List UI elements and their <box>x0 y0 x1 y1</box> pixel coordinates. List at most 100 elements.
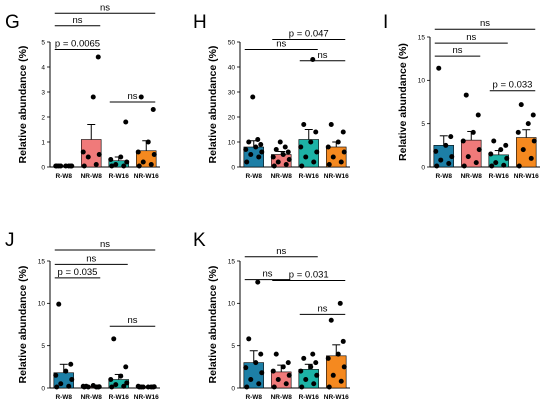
data-point <box>151 152 157 157</box>
x-tick-label: NR-W8 <box>271 394 293 401</box>
y-tick-label: 5 <box>41 343 45 350</box>
y-tick-label: 10 <box>38 301 46 308</box>
comparison-label: ns <box>86 253 96 264</box>
comparison-label: ns <box>480 18 490 29</box>
y-tick-label: 5 <box>41 39 45 46</box>
data-point <box>283 162 289 167</box>
y-tick-label: 15 <box>228 258 236 265</box>
x-tick-label: NR-W8 <box>271 173 293 180</box>
data-point <box>310 351 316 357</box>
data-point <box>81 163 87 169</box>
data-point <box>83 383 89 389</box>
x-tick-label: R-W16 <box>489 173 510 180</box>
x-tick-label: R-W8 <box>245 173 262 180</box>
data-point <box>298 144 304 150</box>
data-point <box>53 372 59 378</box>
data-point <box>56 163 62 169</box>
data-point <box>259 370 265 376</box>
data-point <box>335 351 341 357</box>
data-point <box>246 139 252 145</box>
comparison-label: ns <box>276 39 286 50</box>
comparison-label: ns <box>127 315 137 326</box>
data-point <box>328 317 334 323</box>
data-point <box>301 355 307 361</box>
data-point <box>275 159 281 165</box>
data-point <box>246 336 252 342</box>
comparison-label: ns <box>127 91 137 102</box>
data-point <box>301 122 307 127</box>
y-tick-label: 10 <box>228 139 236 146</box>
data-point <box>446 161 452 167</box>
y-tick-label: 50 <box>228 39 236 46</box>
data-point <box>248 377 254 383</box>
data-point <box>280 152 286 157</box>
data-point <box>273 351 279 357</box>
x-tick-label: R-W8 <box>435 173 452 180</box>
data-point <box>124 159 130 165</box>
data-point <box>337 300 343 306</box>
data-point <box>285 149 291 155</box>
comparison-label: ns <box>466 32 476 43</box>
y-axis-label: Relative abundance (%) <box>17 46 29 164</box>
data-point <box>150 384 156 390</box>
y-tick-label: 1 <box>41 139 45 146</box>
data-point <box>338 378 344 384</box>
x-tick-label: NR-W8 <box>81 394 103 401</box>
data-point <box>255 137 261 142</box>
panel-letter: H <box>193 12 207 33</box>
data-point <box>256 381 262 387</box>
y-axis-label: Relative abundance (%) <box>207 266 219 384</box>
data-point <box>277 139 283 145</box>
data-point <box>330 372 336 378</box>
data-point <box>140 159 146 165</box>
data-point <box>488 151 494 157</box>
x-tick-label: R-W16 <box>109 173 130 180</box>
data-point <box>448 134 454 140</box>
data-point <box>515 129 521 135</box>
y-tick-label: 30 <box>228 89 236 96</box>
data-point <box>531 138 537 144</box>
data-point <box>335 139 341 145</box>
data-point <box>465 154 471 160</box>
data-point <box>328 122 334 127</box>
data-point <box>63 368 69 374</box>
x-tick-label: R-W16 <box>299 394 320 401</box>
data-point <box>314 372 320 378</box>
data-point <box>145 384 151 390</box>
data-point <box>68 163 74 169</box>
data-point <box>491 138 497 144</box>
panel-h: H Relative abundance (%) 0 10 20 30 40 50 R-W8 NR… <box>193 12 350 180</box>
data-point <box>66 383 72 389</box>
y-tick-label: 0 <box>41 164 45 171</box>
data-point <box>68 361 74 367</box>
data-point <box>258 142 264 147</box>
data-point <box>498 147 504 153</box>
data-point <box>138 384 144 390</box>
x-tick-label: R-W16 <box>109 394 130 401</box>
x-tick-label: NR-W16 <box>134 173 159 180</box>
data-point <box>150 107 156 112</box>
comparison-label: p = 0.047 <box>289 29 329 40</box>
data-point <box>303 154 309 160</box>
y-tick-label: 40 <box>228 64 236 71</box>
data-point <box>270 368 276 374</box>
data-point <box>325 355 331 361</box>
y-tick-label: 5 <box>231 343 235 350</box>
panel-g: G Relative abundance (%) 0 1 2 3 4 5 R-W8 NR-W8 R-… <box>5 2 160 180</box>
comparison-label: ns <box>72 15 82 26</box>
data-point <box>313 129 319 135</box>
data-point <box>136 163 142 169</box>
data-point <box>530 112 536 118</box>
comparison-label: ns <box>452 45 462 56</box>
comparison-label: ns <box>100 239 110 250</box>
data-point <box>493 160 499 166</box>
data-point <box>95 54 101 60</box>
panel-j: J Relative abundance (%) 0 5 10 15 R-W8 NR-W8 R-… <box>5 230 160 401</box>
y-tick-label: 0 <box>41 385 45 392</box>
data-point <box>243 147 249 152</box>
data-point <box>145 139 151 145</box>
y-axis-label: Relative abundance (%) <box>17 266 29 384</box>
data-point <box>299 163 305 169</box>
data-point <box>248 152 254 157</box>
